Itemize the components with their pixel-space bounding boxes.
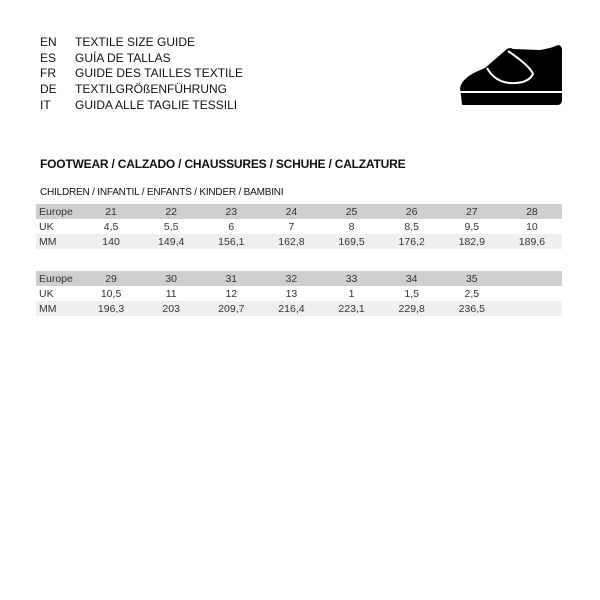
table-cell: 8,5 [404,220,419,233]
table-cell: 30 [141,271,202,286]
table-cell: 169,5 [321,234,382,249]
language-title: GUIDA ALLE TAGLIE TESSILI [75,97,238,112]
language-row: ES GUÍA DE TALLAS [40,51,243,67]
table-cell: 1 [348,287,355,300]
table-cell: 13 [285,287,298,300]
table-cell: 149,4 [141,234,202,249]
table-cell: 35 [441,271,502,286]
language-title: GUÍA DE TALLAS [75,50,171,65]
table-cell: 229,8 [381,301,442,316]
row-label: MM [36,234,81,249]
table-cell: 29 [81,271,142,286]
table-cell: 140 [81,234,142,249]
row-label: UK [39,287,54,300]
table-cell: 7 [288,220,295,233]
table-row: UK 4,5 5,5 6 7 8 8,5 9,5 10 [36,219,562,234]
language-code: ES [40,50,57,65]
shoe-icon [459,45,564,105]
table-cell [502,286,562,301]
table-cell: 23 [201,204,262,219]
language-title: GUIDE DES TAILLES TEXTILE [75,66,244,81]
table-cell: 5,5 [163,220,179,233]
table-cell: 21 [81,204,142,219]
language-list: EN TEXTILE SIZE GUIDE ES GUÍA DE TALLAS FR… [40,35,243,114]
language-code: EN [40,35,57,49]
table-cell: 2,5 [464,287,480,300]
table-cell: 223,1 [321,301,382,316]
language-title: TEXTILE SIZE GUIDE [75,35,196,49]
table-cell: 6 [228,220,235,233]
table-row: Europe 29 30 31 32 33 34 35 [36,271,562,286]
table-cell: 156,1 [201,234,262,249]
table-cell: 32 [261,271,322,286]
table-cell: 182,9 [441,234,502,249]
table-cell: 24 [261,204,322,219]
table-row: MM 196,3 203 209,7 216,4 223,1 229,8 236,5 [36,301,562,316]
table-row: UK 10,5 11 12 13 1 1,5 2,5 [36,286,562,301]
table-cell [501,301,562,316]
language-row: IT GUIDA ALLE TAGLIE TESSILI [40,98,243,114]
size-table: Europe 21 22 23 24 25 26 27 28 UK 4,5 5,5 6 7 8 8,5 9,5 1… [36,204,562,249]
table-cell: 189,6 [501,234,562,249]
table-cell: 22 [141,204,202,219]
table-cell: 34 [381,271,442,286]
table-cell: 26 [381,204,442,219]
language-row: FR GUIDE DES TAILLES TEXTILE [40,66,243,82]
language-title: TEXTILGRÖßENFÜHRUNG [75,82,228,97]
table-cell: 8 [348,220,355,233]
section-title: FOOTWEAR / CALZADO / CHAUSSURES / SCHUHE… [40,157,406,171]
table-row: Europe 21 22 23 24 25 26 27 28 [36,204,562,219]
table-cell: 10,5 [100,287,122,300]
table-cell: 10 [526,220,538,233]
row-label: Europe [36,271,81,286]
row-label: Europe [36,204,81,219]
table-cell: 209,7 [201,301,262,316]
table-cell: 176,2 [381,234,442,249]
table-cell: 12 [225,287,238,300]
language-code: DE [40,82,57,97]
table-cell: 9,5 [464,220,480,233]
language-code: IT [40,97,51,112]
row-label: UK [39,220,54,233]
table-cell: 236,5 [441,301,502,316]
table-cell: 28 [501,204,562,219]
language-code: FR [40,66,56,81]
table-cell: 196,3 [81,301,142,316]
table-cell: 203 [141,301,202,316]
table-cell: 33 [321,271,382,286]
table-cell: 4,5 [103,220,119,233]
size-table: Europe 29 30 31 32 33 34 35 UK 10,5 11 12 13 1 1,5 2,5 M… [36,271,562,316]
language-row: EN TEXTILE SIZE GUIDE [40,35,243,51]
subsection-title: CHILDREN / INFANTIL / ENFANTS / KINDER /… [40,187,284,198]
table-cell: 11 [165,287,177,300]
table-cell: 162,8 [261,234,322,249]
table-cell: 1,5 [404,287,419,300]
row-label: MM [36,301,81,316]
table-cell: 216,4 [261,301,322,316]
table-cell: 27 [441,204,502,219]
table-row: MM 140 149,4 156,1 162,8 169,5 176,2 182,9 189,6 [36,234,562,249]
table-cell: 31 [201,271,262,286]
language-row: DE TEXTILGRÖßENFÜHRUNG [40,82,243,98]
table-cell [501,271,562,286]
table-cell: 25 [321,204,382,219]
